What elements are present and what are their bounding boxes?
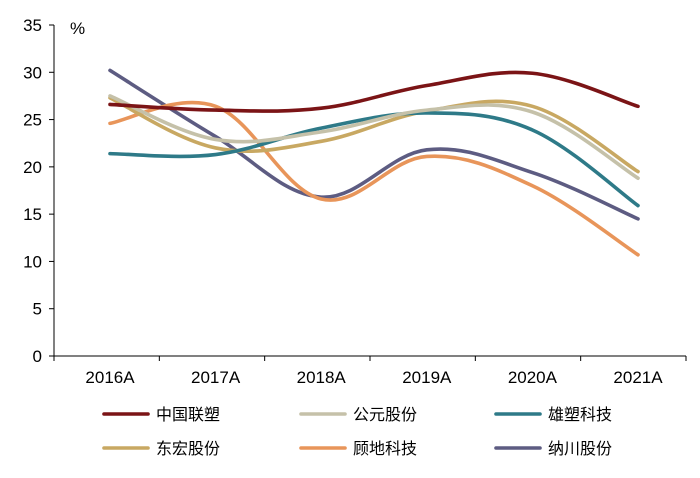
legend-label-2: 公元股份 — [353, 405, 417, 424]
x-tick-label: 2019A — [402, 368, 452, 387]
x-tick-label: 2018A — [297, 368, 347, 387]
series-line-3 — [108, 111, 640, 208]
x-tick-label: 2020A — [508, 368, 558, 387]
series-line-5 — [108, 100, 640, 257]
legend-label-3: 雄塑科技 — [548, 405, 612, 424]
y-tick-label: 30 — [23, 63, 42, 82]
y-tick-label: 25 — [23, 111, 42, 130]
series-group — [108, 68, 640, 257]
y-tick-label: 10 — [23, 252, 42, 271]
series-line-1 — [108, 70, 640, 113]
x-tick-label: 2016A — [85, 368, 135, 387]
legend-label-1: 中国联塑 — [156, 405, 220, 424]
legend-label-5: 顾地科技 — [353, 439, 417, 458]
y-tick-label: 0 — [33, 347, 42, 366]
series-line-2 — [108, 94, 640, 181]
y-tick-label: 5 — [33, 300, 42, 319]
series-line-4 — [108, 96, 640, 174]
axes: 0 5 10 15 20 25 30 35 2016A 2017A 2018A 2019A 2020A 2… — [23, 16, 687, 387]
y-unit-label: % — [70, 19, 85, 38]
x-tick-label: 2021A — [613, 368, 663, 387]
x-tick-label: 2017A — [191, 368, 241, 387]
series-line-6 — [108, 68, 640, 221]
legend-label-6: 纳川股份 — [548, 439, 612, 458]
y-tick-label: 35 — [23, 16, 42, 35]
y-tick-label: 15 — [23, 205, 42, 224]
legend-label-4: 东宏股份 — [156, 439, 220, 458]
y-tick-label: 20 — [23, 158, 42, 177]
